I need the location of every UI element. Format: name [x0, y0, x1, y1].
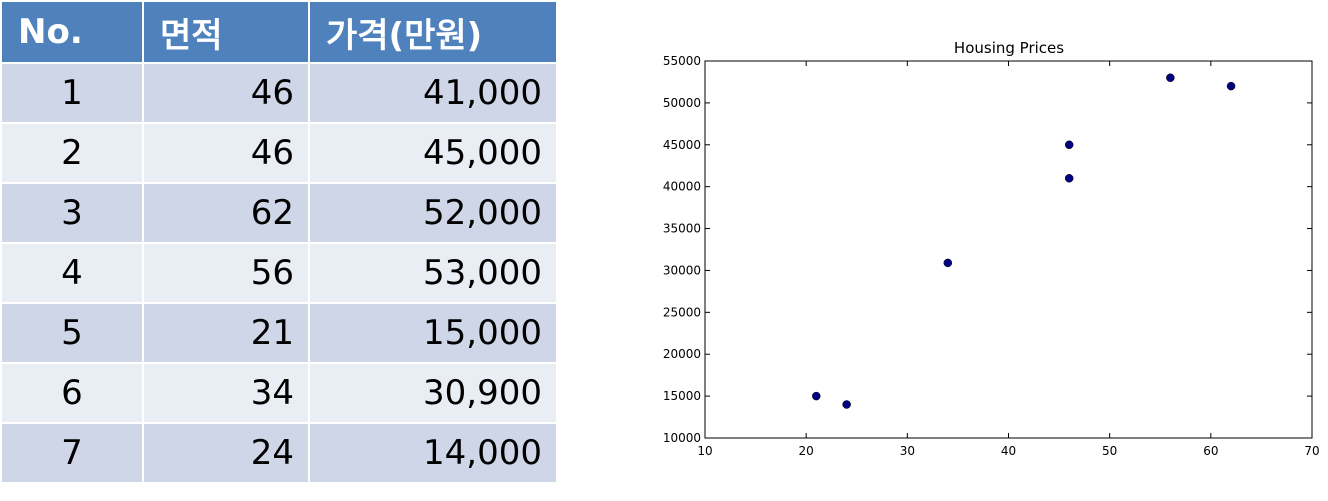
x-tick-label: 50: [1102, 444, 1117, 458]
y-tick-label: 50000: [663, 96, 701, 110]
table-header-row: No. 면적 가격(만원): [0, 0, 558, 64]
x-tick-label: 20: [799, 444, 814, 458]
housing-prices-scatter-chart: Housing Prices 10 20 30 40 50 60 70 10000 15000…: [663, 39, 1320, 458]
cell-no: 6: [0, 362, 144, 424]
cell-price: 53,000: [308, 242, 558, 304]
y-axis: 10000 15000 20000 25000 30000 35000 40000 45000…: [663, 54, 1312, 445]
cell-price: 45,000: [308, 122, 558, 184]
plot-frame: [704, 60, 1313, 439]
y-tick-label: 55000: [663, 54, 701, 68]
x-tick-label: 60: [1203, 444, 1218, 458]
cell-area: 56: [142, 242, 310, 304]
chart-title: Housing Prices: [954, 39, 1064, 57]
cell-no: 2: [0, 122, 144, 184]
header-area: 면적: [142, 0, 310, 64]
cell-area: 24: [142, 422, 310, 484]
data-point: [842, 400, 851, 409]
table-row: 6 34 30,900: [0, 362, 558, 424]
table-row: 7 24 14,000: [0, 422, 558, 484]
data-point: [1064, 174, 1074, 183]
x-tick-label: 30: [900, 444, 915, 458]
cell-price: 15,000: [308, 302, 558, 364]
header-no: No.: [0, 0, 144, 64]
table-row: 1 46 41,000: [0, 62, 558, 124]
cell-area: 34: [142, 362, 310, 424]
cell-no: 3: [0, 182, 144, 244]
cell-area: 46: [142, 62, 310, 124]
cell-no: 5: [0, 302, 144, 364]
cell-area: 62: [142, 182, 310, 244]
header-price: 가격(만원): [308, 0, 558, 64]
cell-price: 41,000: [308, 62, 558, 124]
data-point: [812, 391, 821, 401]
table-row: 4 56 53,000: [0, 242, 558, 304]
table-row: 2 46 45,000: [0, 122, 558, 184]
y-tick-label: 10000: [663, 431, 701, 445]
cell-price: 14,000: [308, 422, 558, 484]
table-row: 3 62 52,000: [0, 182, 558, 244]
cell-area: 46: [142, 122, 310, 184]
data-point: [1226, 81, 1236, 91]
x-tick-label: 70: [1304, 444, 1319, 458]
data-point: [1064, 140, 1074, 150]
data-points: [812, 73, 1236, 409]
cell-no: 7: [0, 422, 144, 484]
y-tick-label: 40000: [663, 180, 701, 194]
cell-price: 52,000: [308, 182, 558, 244]
y-tick-label: 30000: [663, 263, 701, 277]
housing-data-table: No. 면적 가격(만원) 1 46 41,000 2 46 45,000 3 …: [0, 0, 558, 484]
data-point: [1166, 73, 1175, 83]
x-tick-label: 40: [1001, 444, 1016, 458]
cell-area: 21: [142, 302, 310, 364]
x-axis: 10 20 30 40 50 60 70: [697, 61, 1320, 458]
cell-no: 4: [0, 242, 144, 304]
cell-price: 30,900: [308, 362, 558, 424]
x-tick-label: 10: [697, 444, 712, 458]
data-point: [943, 258, 953, 268]
table-row: 5 21 15,000: [0, 302, 558, 364]
y-tick-label: 15000: [663, 389, 701, 403]
y-tick-label: 45000: [663, 138, 701, 152]
y-tick-label: 25000: [663, 305, 701, 319]
y-tick-label: 20000: [663, 347, 701, 361]
cell-no: 1: [0, 62, 144, 124]
y-tick-label: 35000: [663, 222, 701, 236]
